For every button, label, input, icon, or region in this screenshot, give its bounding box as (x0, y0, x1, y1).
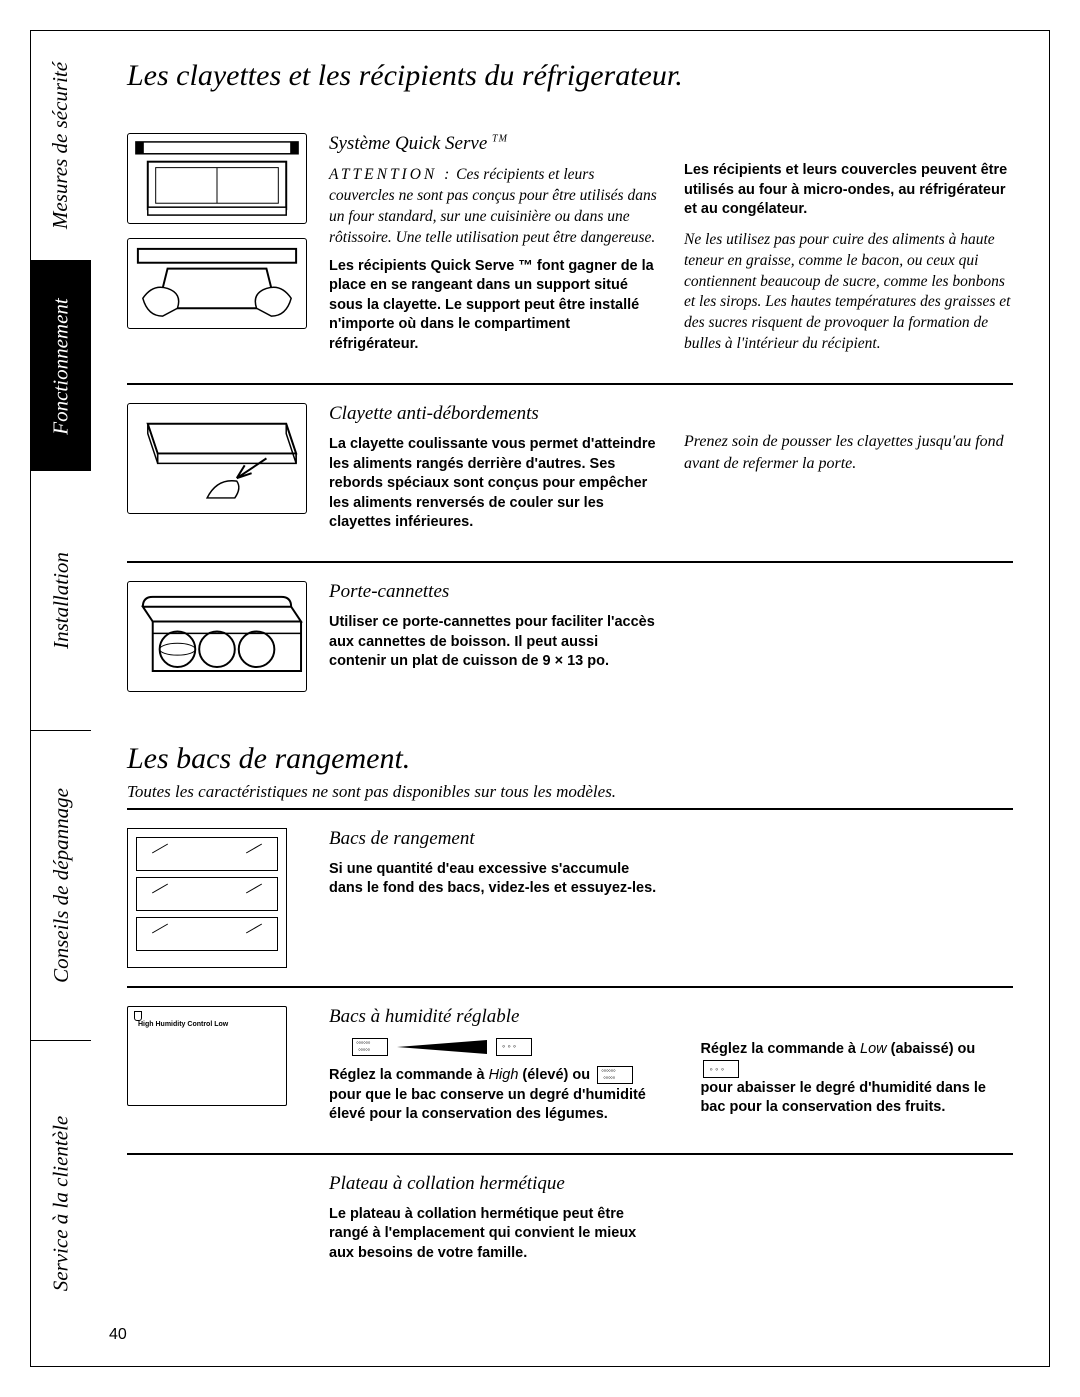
col-right: Prenez soin de pousser les clayettes jus… (684, 403, 1013, 543)
quickserve-shelf-icon (127, 133, 307, 224)
tab-label: Service à la clientèle (49, 1116, 74, 1292)
col-right-empty (684, 828, 1013, 968)
section-porte-cannettes: Porte-cannettes Utiliser ce porte-cannet… (127, 563, 1013, 732)
col-right: Les récipients et leurs couvercles peuve… (684, 133, 1013, 365)
text-fragment: (abaissé) ou (887, 1041, 976, 1057)
section-humidite: High Humidity Control Low Bacs à humidit… (127, 988, 1013, 1153)
illustration-column: High Humidity Control Low (127, 1006, 307, 1135)
tab-mesures: Mesures de sécurité (31, 31, 91, 261)
text-fragment: Réglez la commande à (700, 1041, 860, 1057)
text-fragment: pour que le bac conserve un degré d'humi… (329, 1087, 646, 1123)
page-title-1: Les clayettes et les récipients du réfri… (127, 59, 1013, 93)
low-word: Low (860, 1041, 887, 1057)
high-word: High (489, 1067, 519, 1083)
illustration-column (127, 403, 307, 543)
quickserve-hands-icon (127, 238, 307, 329)
disclaimer-text: Toutes les caractéristiques ne sont pas … (127, 782, 1013, 802)
storage-drawers-icon (127, 828, 287, 968)
col-left: Bacs à humidité réglable Réglez la comma… (329, 1006, 674, 1135)
tab-conseils: Conseils de dépannage (31, 731, 91, 1041)
tab-label: Installation (49, 552, 74, 649)
col-left: Clayette anti-débordements La clayette c… (329, 403, 658, 543)
section-quickserve: Système Quick Serve TM ATTENTION : Ces r… (127, 115, 1013, 383)
text-columns: Clayette anti-débordements La clayette c… (329, 403, 1013, 543)
col-left: Bacs de rangement Si une quantité d'eau … (329, 828, 658, 968)
high-setting-text: Réglez la commande à High (élevé) ou pou… (329, 1066, 674, 1125)
page-number: 40 (109, 1326, 127, 1344)
bold-paragraph: Utiliser ce porte-cannettes pour facilit… (329, 613, 658, 672)
section-plateau: Plateau à collation hermétique Le platea… (127, 1155, 1013, 1292)
page-title-2: Les bacs de rangement. (127, 742, 1013, 776)
illustration-column (127, 828, 307, 968)
section-bacs: Bacs de rangement Si une quantité d'eau … (127, 810, 1013, 986)
tab-service: Service à la clientèle (31, 1041, 91, 1366)
section-heading: Plateau à collation hermétique (329, 1173, 658, 1195)
section-clayette: Clayette anti-débordements La clayette c… (127, 385, 1013, 561)
low-setting-text: Réglez la commande à Low (abaissé) ou po… (700, 1040, 1013, 1118)
section-heading: Bacs de rangement (329, 828, 658, 850)
caution-lead: ATTENTION : (329, 166, 452, 183)
sidebar-tabs: Mesures de sécurité Fonctionnement Insta… (31, 31, 91, 1366)
humidity-control-box-icon: High Humidity Control Low (127, 1006, 287, 1106)
text-fragment: (élevé) ou (518, 1067, 594, 1083)
italic-note: Ne les utilisez pas pour cuire des alime… (684, 230, 1013, 356)
illustration-column-empty (127, 1173, 307, 1274)
tab-installation: Installation (31, 471, 91, 731)
bold-paragraph: Les récipients et leurs couvercles peuve… (684, 161, 1013, 220)
illustration-column (127, 581, 307, 692)
heading-text: Système Quick Serve (329, 133, 487, 154)
high-humidity-icon (352, 1038, 388, 1056)
low-humidity-icon (496, 1038, 532, 1056)
illustration-column (127, 133, 307, 365)
text-columns: Bacs à humidité réglable Réglez la comma… (329, 1006, 1013, 1135)
high-humidity-icon (597, 1066, 633, 1084)
section-heading: Système Quick Serve TM (329, 133, 658, 155)
col-left: Porte-cannettes Utiliser ce porte-cannet… (329, 581, 658, 692)
section-heading: Clayette anti-débordements (329, 403, 658, 425)
tm-mark: TM (492, 134, 508, 145)
page-content: Les clayettes et les récipients du réfri… (91, 31, 1049, 1366)
humidity-slider-icon (349, 1038, 535, 1056)
text-fragment: pour abaisser le degré d'humidité dans l… (700, 1080, 985, 1116)
text-fragment: Réglez la commande à (329, 1067, 489, 1083)
humidity-label: High Humidity Control Low (138, 1021, 228, 1028)
bold-paragraph: La clayette coulissante vous permet d'at… (329, 435, 658, 533)
bold-paragraph: Si une quantité d'eau excessive s'accumu… (329, 860, 658, 899)
text-columns: Système Quick Serve TM ATTENTION : Ces r… (329, 133, 1013, 365)
text-columns: Porte-cannettes Utiliser ce porte-cannet… (329, 581, 1013, 692)
bold-paragraph: Les récipients Quick Serve ™ font gagner… (329, 257, 658, 355)
col-left: Plateau à collation hermétique Le platea… (329, 1173, 658, 1274)
low-humidity-icon (703, 1060, 739, 1078)
shelf-slide-icon (127, 403, 307, 514)
tab-fonctionnement: Fonctionnement (31, 261, 91, 471)
page-frame: Mesures de sécurité Fonctionnement Insta… (30, 30, 1050, 1367)
col-right-empty (684, 581, 1013, 692)
text-columns: Plateau à collation hermétique Le platea… (329, 1173, 1013, 1274)
caution-text: ATTENTION : Ces récipients et leurs couv… (329, 165, 658, 249)
tab-label: Conseils de dépannage (49, 788, 74, 983)
italic-note: Prenez soin de pousser les clayettes jus… (684, 431, 1013, 474)
tab-label: Fonctionnement (49, 298, 74, 434)
col-left: Système Quick Serve TM ATTENTION : Ces r… (329, 133, 658, 365)
can-holder-icon (127, 581, 307, 692)
section-heading: Porte-cannettes (329, 581, 658, 603)
bold-paragraph: Le plateau à collation hermétique peut ê… (329, 1205, 658, 1264)
tab-label: Mesures de sécurité (49, 62, 74, 229)
section-heading: Bacs à humidité réglable (329, 1006, 520, 1028)
col-right-empty (684, 1173, 1013, 1274)
col-right: Réglez la commande à Low (abaissé) ou po… (700, 1006, 1013, 1135)
text-columns: Bacs de rangement Si une quantité d'eau … (329, 828, 1013, 968)
